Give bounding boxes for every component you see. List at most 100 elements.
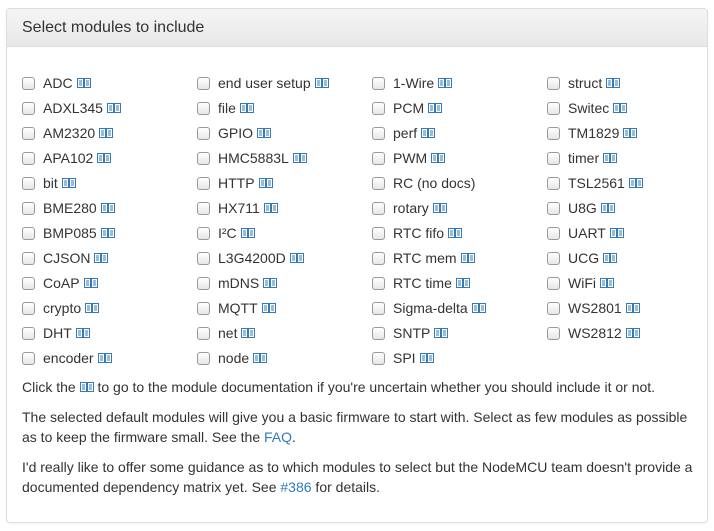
module-mdns[interactable]: mDNS — [197, 273, 278, 293]
module-bme280[interactable]: BME280 — [22, 198, 115, 218]
book-icon[interactable] — [258, 175, 273, 191]
book-icon[interactable] — [100, 225, 115, 241]
module-switec[interactable]: Switec — [547, 98, 628, 118]
book-icon[interactable] — [263, 275, 278, 291]
module-checkbox[interactable] — [372, 151, 385, 165]
module-checkbox[interactable] — [22, 126, 35, 140]
book-icon[interactable] — [257, 125, 272, 141]
book-icon[interactable] — [94, 250, 109, 266]
book-icon[interactable] — [239, 100, 254, 116]
module-checkbox[interactable] — [372, 326, 385, 340]
book-icon[interactable] — [289, 250, 304, 266]
module-checkbox[interactable] — [22, 226, 35, 240]
book-icon[interactable] — [241, 325, 256, 341]
book-icon[interactable] — [434, 325, 449, 341]
module-am2320[interactable]: AM2320 — [22, 123, 114, 143]
book-icon[interactable] — [261, 300, 276, 316]
module-checkbox[interactable] — [197, 101, 210, 115]
book-icon[interactable] — [76, 75, 91, 91]
module-checkbox[interactable] — [372, 76, 385, 90]
book-icon[interactable] — [625, 325, 640, 341]
module-crypto[interactable]: crypto — [22, 298, 100, 318]
module-checkbox[interactable] — [22, 251, 35, 265]
module-pcm[interactable]: PCM — [372, 98, 443, 118]
book-icon[interactable] — [61, 175, 76, 191]
module-checkbox[interactable] — [372, 276, 385, 290]
module-checkbox[interactable] — [197, 76, 210, 90]
module-wifi[interactable]: WiFi — [547, 273, 614, 293]
module-checkbox[interactable] — [372, 251, 385, 265]
module-checkbox[interactable] — [547, 126, 560, 140]
module-apa102[interactable]: APA102 — [22, 148, 112, 168]
module-checkbox[interactable] — [22, 101, 35, 115]
module-checkbox[interactable] — [197, 351, 210, 365]
module-checkbox[interactable] — [547, 76, 560, 90]
module-l3g4200d[interactable]: L3G4200D — [197, 248, 304, 268]
book-icon[interactable] — [625, 300, 640, 316]
module-checkbox[interactable] — [547, 101, 560, 115]
module-adxl345[interactable]: ADXL345 — [22, 98, 121, 118]
book-icon[interactable] — [314, 75, 329, 91]
book-icon[interactable] — [438, 75, 453, 91]
book-icon[interactable] — [97, 350, 112, 366]
module-node[interactable]: node — [197, 348, 268, 368]
module-encoder[interactable]: encoder — [22, 348, 112, 368]
book-icon[interactable] — [471, 300, 486, 316]
module-mqtt[interactable]: MQTT — [197, 298, 276, 318]
book-icon[interactable] — [623, 125, 638, 141]
book-icon[interactable] — [106, 100, 121, 116]
issue-386-link[interactable]: #386 — [280, 479, 312, 495]
module-i-c[interactable]: I²C — [197, 223, 255, 243]
book-icon[interactable] — [600, 200, 615, 216]
book-icon[interactable] — [432, 200, 447, 216]
book-icon[interactable] — [100, 200, 115, 216]
book-icon[interactable] — [431, 150, 446, 166]
book-icon[interactable] — [263, 200, 278, 216]
module-perf[interactable]: perf — [372, 123, 436, 143]
module-cjson[interactable]: CJSON — [22, 248, 109, 268]
book-icon[interactable] — [609, 225, 624, 241]
module-hmc5883l[interactable]: HMC5883L — [197, 148, 307, 168]
module-timer[interactable]: timer — [547, 148, 618, 168]
module-bmp085[interactable]: BMP085 — [22, 223, 115, 243]
book-icon[interactable] — [419, 350, 434, 366]
book-icon[interactable] — [97, 150, 112, 166]
module-checkbox[interactable] — [197, 276, 210, 290]
module-spi[interactable]: SPI — [372, 348, 434, 368]
module-checkbox[interactable] — [197, 151, 210, 165]
book-icon[interactable] — [455, 275, 470, 291]
module-checkbox[interactable] — [22, 276, 35, 290]
module-checkbox[interactable] — [372, 176, 385, 190]
module-u8g[interactable]: U8G — [547, 198, 615, 218]
faq-link[interactable]: FAQ — [264, 429, 293, 445]
module-rotary[interactable]: rotary — [372, 198, 447, 218]
module-end-user-setup[interactable]: end user setup — [197, 73, 329, 93]
module-ucg[interactable]: UCG — [547, 248, 618, 268]
module-checkbox[interactable] — [547, 176, 560, 190]
module-net[interactable]: net — [197, 323, 256, 343]
book-icon[interactable] — [99, 125, 114, 141]
module-checkbox[interactable] — [22, 76, 35, 90]
module-checkbox[interactable] — [22, 201, 35, 215]
book-icon[interactable] — [421, 125, 436, 141]
module-checkbox[interactable] — [197, 326, 210, 340]
module-ws2801[interactable]: WS2801 — [547, 298, 640, 318]
book-icon[interactable] — [253, 350, 268, 366]
module-rtc-mem[interactable]: RTC mem — [372, 248, 475, 268]
module-1-wire[interactable]: 1-Wire — [372, 73, 453, 93]
module-checkbox[interactable] — [22, 151, 35, 165]
module-checkbox[interactable] — [547, 326, 560, 340]
module-checkbox[interactable] — [197, 226, 210, 240]
module-checkbox[interactable] — [22, 326, 35, 340]
module-rtc-fifo[interactable]: RTC fifo — [372, 223, 463, 243]
book-icon[interactable] — [85, 300, 100, 316]
module-dht[interactable]: DHT — [22, 323, 90, 343]
module-checkbox[interactable] — [372, 101, 385, 115]
module-adc[interactable]: ADC — [22, 73, 91, 93]
module-checkbox[interactable] — [372, 301, 385, 315]
book-icon[interactable] — [460, 250, 475, 266]
module-rc-no-docs-[interactable]: RC (no docs) — [372, 173, 475, 193]
module-checkbox[interactable] — [197, 126, 210, 140]
book-icon[interactable] — [83, 275, 98, 291]
module-file[interactable]: file — [197, 98, 254, 118]
